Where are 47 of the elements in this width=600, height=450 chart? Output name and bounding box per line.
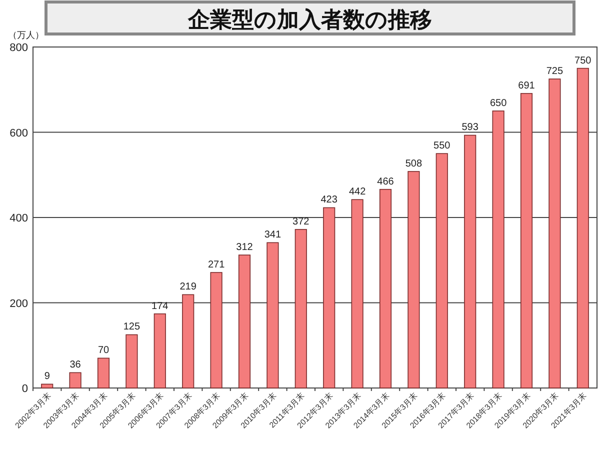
data-label: 70 — [98, 345, 110, 356]
data-label: 423 — [320, 194, 338, 206]
data-label: 650 — [490, 98, 508, 109]
y-tick-label: 600 — [10, 127, 28, 140]
bar — [464, 134, 476, 388]
data-label: 219 — [180, 282, 197, 293]
bar — [492, 110, 504, 388]
data-label: 125 — [123, 322, 140, 333]
bar — [69, 372, 82, 388]
data-label: 271 — [208, 259, 226, 270]
y-tick-label: 0 — [22, 383, 28, 395]
data-label: 550 — [434, 140, 451, 152]
bar — [351, 199, 364, 388]
bar — [210, 272, 222, 388]
bar — [294, 229, 307, 388]
data-label: 9 — [44, 371, 50, 382]
bar — [408, 171, 420, 388]
bar — [182, 294, 194, 388]
bar — [126, 334, 138, 388]
data-label: 508 — [405, 158, 422, 170]
bar — [41, 384, 54, 388]
y-tick-label: 800 — [10, 42, 28, 54]
bar — [154, 313, 166, 388]
bar — [576, 68, 589, 388]
data-label: 174 — [152, 300, 169, 312]
bar — [379, 188, 392, 388]
data-label: 312 — [236, 242, 254, 254]
bar — [238, 254, 251, 388]
bar — [97, 358, 110, 388]
chart-title: 企業型の加入者数の推移 — [187, 7, 432, 32]
data-label: 750 — [574, 55, 592, 66]
bar — [548, 78, 561, 388]
bar — [323, 207, 336, 388]
bar — [520, 93, 533, 388]
y-axis-title: （万人） — [8, 30, 44, 40]
data-label: 442 — [348, 186, 366, 198]
bar — [436, 153, 448, 388]
data-label: 341 — [264, 230, 282, 241]
data-label: 36 — [70, 360, 82, 371]
data-label: 466 — [377, 176, 394, 188]
y-tick-label: 200 — [10, 298, 28, 310]
y-tick-label: 400 — [10, 212, 28, 224]
data-label: 372 — [292, 216, 310, 228]
bar — [266, 242, 279, 388]
data-label: 725 — [546, 66, 564, 77]
data-label: 593 — [462, 122, 479, 134]
data-label: 691 — [518, 80, 536, 92]
